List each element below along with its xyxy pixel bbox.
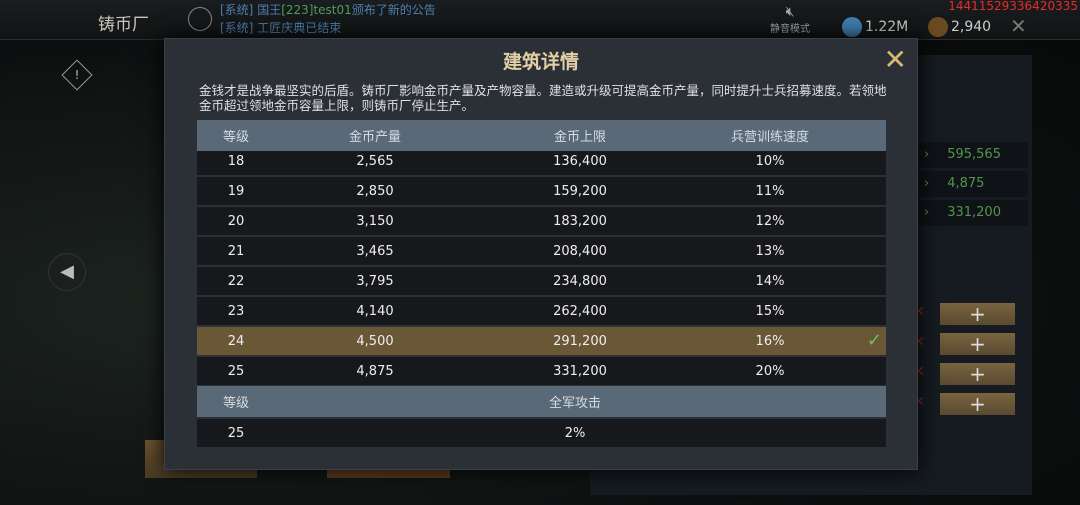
cell-gold-output: 3,465	[356, 243, 394, 259]
cell-training-speed: 12%	[755, 213, 785, 229]
level-table: 等级 金币产量 金币上限 兵营训练速度 18 2,565 136,400 10% 19 2…	[197, 120, 886, 386]
bonus-table: 等级 全军攻击 25 2%	[197, 386, 886, 447]
header-army-attack: 全军攻击	[548, 396, 601, 411]
header-gold-output: 金币产量	[348, 130, 401, 145]
cell-gold-cap: 262,400	[553, 303, 607, 319]
user-id: 14411529336420335	[948, 0, 1078, 13]
table-header: 等级 金币产量 金币上限 兵营训练速度	[197, 120, 886, 151]
stat-value: › 4,875	[918, 171, 1028, 197]
nav-left-button[interactable]: ◀	[48, 253, 86, 291]
add-button[interactable]: +	[940, 393, 1015, 415]
add-button[interactable]: +	[940, 333, 1015, 355]
cell-gold-output: 3,150	[356, 213, 394, 229]
table-row: 23 4,140 262,400 15%	[197, 297, 886, 325]
cell-level: 23	[227, 303, 245, 319]
header-training-speed: 兵营训练速度	[730, 130, 809, 145]
cell-level: 25	[227, 425, 245, 441]
current-level-check-icon: ✓	[866, 330, 882, 351]
cell-level: 20	[227, 213, 245, 229]
cell-gold-output: 4,875	[356, 363, 394, 379]
table-row: 21 3,465 208,400 13%	[197, 237, 886, 265]
add-button[interactable]: +	[940, 363, 1015, 385]
gem-counter[interactable]: 1.22M	[842, 17, 908, 37]
building-description: 金钱才是战争最坚实的后盾。铸币厂影响金币产量及产物容量。建造或升级可提高金币产量…	[199, 83, 887, 113]
cell-training-speed: 15%	[755, 303, 785, 319]
cell-training-speed: 14%	[755, 273, 785, 289]
cell-gold-output: 2,850	[356, 183, 394, 199]
cell-army-attack: 2%	[564, 425, 586, 441]
building-details-modal: 建筑详情 ✕ 金钱才是战争最坚实的后盾。铸币厂影响金币产量及产物容量。建造或升级…	[164, 38, 918, 470]
speaker-mute-icon: 🔇︎	[785, 4, 795, 20]
cell-gold-cap: 159,200	[553, 183, 607, 199]
close-icon: ✕	[913, 304, 925, 320]
stat-value: › 331,200	[918, 200, 1028, 226]
building-name: 铸币厂	[98, 15, 149, 35]
cell-gold-cap: 136,400	[553, 153, 607, 169]
cell-gold-output: 2,565	[356, 153, 394, 169]
chat-message[interactable]: [系统] 国王[223]test01颁布了新的公告	[220, 3, 436, 17]
modal-title: 建筑详情	[502, 51, 579, 73]
table-scroll[interactable]: 18 2,565 136,400 10% 19 2,850 159,200 11% 20 3,15…	[197, 151, 886, 386]
table-header: 等级 全军攻击	[197, 386, 886, 417]
table-row: 18 2,565 136,400 10%	[197, 151, 886, 175]
cell-gold-cap: 291,200	[553, 333, 607, 349]
close-screen-icon[interactable]: ✕	[1010, 14, 1027, 38]
gold-counter[interactable]: 2,940	[928, 17, 991, 37]
cell-training-speed: 16%	[755, 333, 785, 349]
gem-icon	[842, 17, 862, 37]
cell-gold-output: 3,795	[356, 273, 394, 289]
cell-level: 18	[227, 153, 245, 169]
cell-gold-output: 4,500	[356, 333, 394, 349]
mute-toggle[interactable]: 🔇︎ 静音模式	[768, 4, 812, 35]
cell-level: 22	[227, 273, 245, 289]
cell-level: 21	[227, 243, 245, 259]
cell-gold-cap: 183,200	[553, 213, 607, 229]
table-row: 25 4,875 331,200 20%	[197, 357, 886, 385]
cell-training-speed: 10%	[755, 153, 785, 169]
top-bar: 铸币厂 [系统] 国王[223]test01颁布了新的公告 [系统] 工匠庆典已…	[0, 0, 1080, 40]
header-level: 等级	[222, 396, 249, 411]
close-icon[interactable]: ✕	[883, 43, 907, 76]
table-row: 20 3,150 183,200 12%	[197, 207, 886, 235]
cell-level: 25	[227, 363, 245, 379]
cell-training-speed: 20%	[755, 363, 785, 379]
gem-value: 1.22M	[865, 19, 909, 35]
cell-training-speed: 13%	[755, 243, 785, 259]
mute-label: 静音模式	[770, 24, 810, 35]
gold-value: 2,940	[951, 19, 992, 35]
table-row: 19 2,850 159,200 11%	[197, 177, 886, 205]
close-icon: ✕	[913, 364, 925, 380]
cell-gold-output: 4,140	[356, 303, 394, 319]
cell-gold-cap: 331,200	[553, 363, 607, 379]
cell-level: 19	[227, 183, 245, 199]
header-level: 等级	[222, 130, 249, 145]
cell-training-speed: 11%	[755, 183, 785, 199]
close-icon: ✕	[913, 394, 925, 410]
table-row: 25 2%	[197, 419, 886, 447]
table-row: 22 3,795 234,800 14%	[197, 267, 886, 295]
cell-gold-cap: 208,400	[553, 243, 607, 259]
add-button[interactable]: +	[940, 303, 1015, 325]
close-icon: ✕	[913, 334, 925, 350]
header-gold-cap: 金币上限	[553, 130, 606, 145]
cell-level: 24	[227, 333, 245, 349]
gold-icon	[928, 17, 948, 37]
table-row: 24 4,500 291,200 16% ✓	[197, 327, 886, 355]
chat-icon[interactable]	[188, 7, 212, 31]
stat-value: › 595,565	[918, 142, 1028, 168]
chat-message[interactable]: [系统] 工匠庆典已结束	[220, 21, 342, 35]
cell-gold-cap: 234,800	[553, 273, 607, 289]
